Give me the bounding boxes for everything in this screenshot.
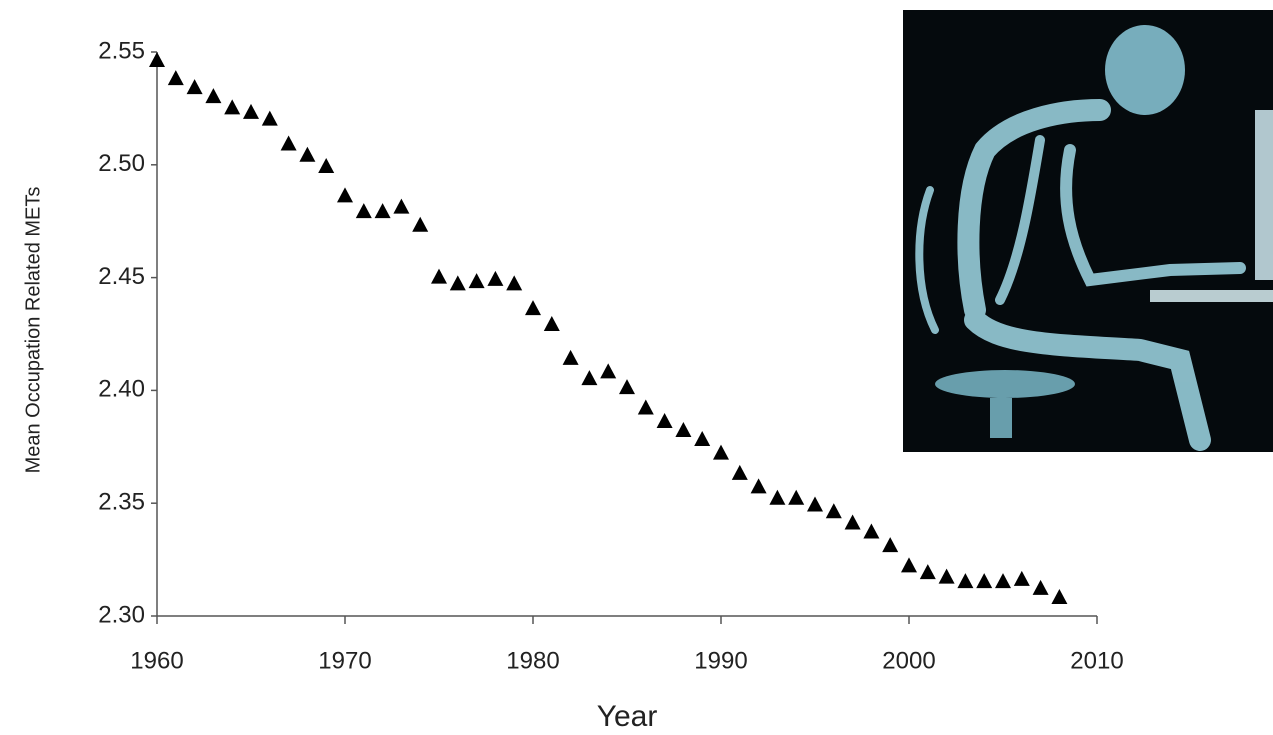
point xyxy=(281,135,297,150)
point xyxy=(920,564,936,579)
point xyxy=(769,490,785,505)
point xyxy=(957,573,973,588)
point xyxy=(995,573,1011,588)
point xyxy=(882,537,898,552)
point xyxy=(224,99,240,114)
point xyxy=(751,478,767,493)
point xyxy=(187,79,203,94)
xray-picture xyxy=(903,10,1273,452)
point xyxy=(393,199,409,214)
x-tick-label: 1990 xyxy=(694,647,747,674)
point xyxy=(826,503,842,518)
x-tick-label: 1980 xyxy=(506,647,559,674)
point xyxy=(863,524,879,539)
point xyxy=(525,300,541,315)
point xyxy=(544,316,560,331)
point xyxy=(1014,571,1030,586)
point xyxy=(713,445,729,460)
point xyxy=(431,269,447,284)
point xyxy=(262,111,278,126)
point xyxy=(412,217,428,232)
point xyxy=(1033,580,1049,595)
point xyxy=(337,187,353,202)
x-tick-label: 1960 xyxy=(130,647,183,674)
point xyxy=(619,379,635,394)
point xyxy=(168,70,184,85)
point xyxy=(976,573,992,588)
point xyxy=(299,147,315,162)
point xyxy=(845,515,861,530)
y-tick-label: 2.50 xyxy=(98,150,145,177)
point xyxy=(638,399,654,414)
point xyxy=(506,275,522,290)
point xyxy=(469,273,485,288)
chart: Year Mean Occupation Related METs 2.30 2.… xyxy=(0,0,1273,735)
x-tick-label: 1970 xyxy=(318,647,371,674)
x-tick-label: 2010 xyxy=(1070,647,1123,674)
point xyxy=(356,203,372,218)
point xyxy=(205,88,221,103)
page: {"chart_data": {"type": "scatter", "x_la… xyxy=(0,0,1273,735)
y-tick-label: 2.30 xyxy=(98,601,145,628)
point xyxy=(318,158,334,173)
point xyxy=(732,465,748,480)
y-axis-title: Mean Occupation Related METs xyxy=(22,187,44,474)
point xyxy=(1051,589,1067,604)
y-tick-label: 2.55 xyxy=(98,37,145,64)
point xyxy=(675,422,691,437)
x-axis-title: Year xyxy=(597,700,658,733)
point xyxy=(375,203,391,218)
y-tick-label: 2.45 xyxy=(98,263,145,290)
y-tick-label: 2.40 xyxy=(98,376,145,403)
point xyxy=(657,413,673,428)
point xyxy=(149,52,165,67)
point xyxy=(807,496,823,511)
point xyxy=(581,370,597,385)
point xyxy=(901,557,917,572)
point xyxy=(243,104,259,119)
y-tick-label: 2.35 xyxy=(98,489,145,516)
point xyxy=(788,490,804,505)
point xyxy=(450,275,466,290)
x-tick-label: 2000 xyxy=(882,647,935,674)
point xyxy=(600,363,616,378)
point xyxy=(487,271,503,286)
point xyxy=(939,569,955,584)
point xyxy=(563,350,579,365)
point xyxy=(694,431,710,446)
